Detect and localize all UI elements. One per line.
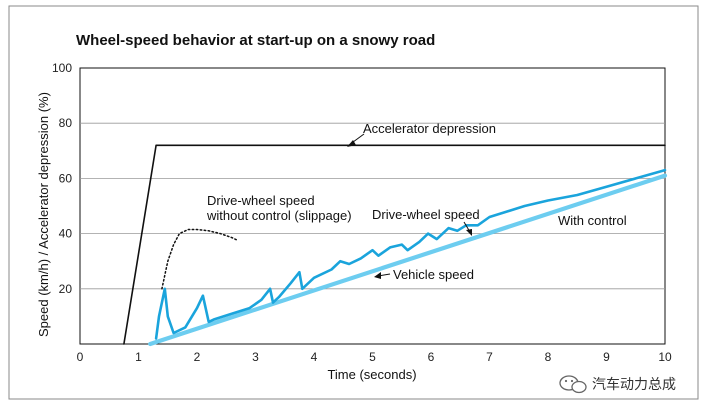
x-tick-label: 10 [658, 350, 672, 364]
x-tick-label: 5 [369, 350, 376, 364]
plot-area [79, 67, 666, 345]
x-tick-label: 0 [77, 350, 84, 364]
annotation-no-control-line1: Drive-wheel speed [207, 193, 315, 208]
annotation-no-control: Drive-wheel speed without control (slipp… [206, 193, 352, 223]
annotation-drive-wheel-arrowhead [466, 229, 472, 236]
chart-title: Wheel-speed behavior at start-up on a sn… [76, 32, 435, 49]
annotation-drive-wheel: Drive-wheel speed [372, 207, 480, 236]
annotation-vehicle: Vehicle speed [374, 267, 474, 282]
x-tick-label: 1 [135, 350, 142, 364]
x-tick-label: 7 [486, 350, 493, 364]
x-tick-label: 4 [311, 350, 318, 364]
watermark: 汽车动力总成 [559, 375, 676, 394]
annotation-accelerator: Accelerator depression [347, 121, 496, 147]
y-tick-label: 20 [59, 282, 73, 296]
x-tick-label: 2 [194, 350, 201, 364]
series-line-drive-wheel-speed [154, 168, 667, 340]
annotation-no-control-line2: without control (slippage) [206, 208, 352, 223]
series-line-accelerator-depression [123, 144, 666, 345]
series-line-drive-wheel-speed-without-control-slippage [161, 228, 239, 290]
wechat-icon [559, 375, 587, 394]
y-tick-label: 60 [59, 171, 73, 185]
y-tick-label: 40 [59, 227, 73, 241]
series-group [123, 144, 668, 347]
annotation-drive-wheel-label: Drive-wheel speed [372, 207, 480, 222]
x-tick-label: 6 [428, 350, 435, 364]
annotation-vehicle-arrowhead [374, 272, 381, 279]
annotation-with-control: With control [558, 213, 627, 228]
annotation-accelerator-label: Accelerator depression [363, 121, 496, 136]
watermark-text: 汽车动力总成 [592, 376, 676, 392]
x-tick-label: 8 [545, 350, 552, 364]
x-axis-label: Time (seconds) [327, 367, 416, 382]
annotation-accelerator-arrowhead [347, 140, 356, 147]
y-axis-label: Speed (km/h) / Accelerator depression (%… [36, 92, 51, 337]
x-axis-ticks: 0 1 2 3 4 5 6 7 8 9 10 [77, 350, 672, 364]
y-tick-label: 100 [52, 61, 72, 75]
series-line-vehicle-speed [148, 173, 668, 347]
annotation-vehicle-label: Vehicle speed [393, 267, 474, 282]
y-tick-label: 80 [59, 116, 73, 130]
y-axis-ticks: 20 40 60 80 100 [52, 61, 72, 296]
x-tick-label: 3 [252, 350, 259, 364]
grid [80, 122, 665, 290]
figure-border [8, 5, 699, 400]
x-tick-label: 9 [603, 350, 610, 364]
